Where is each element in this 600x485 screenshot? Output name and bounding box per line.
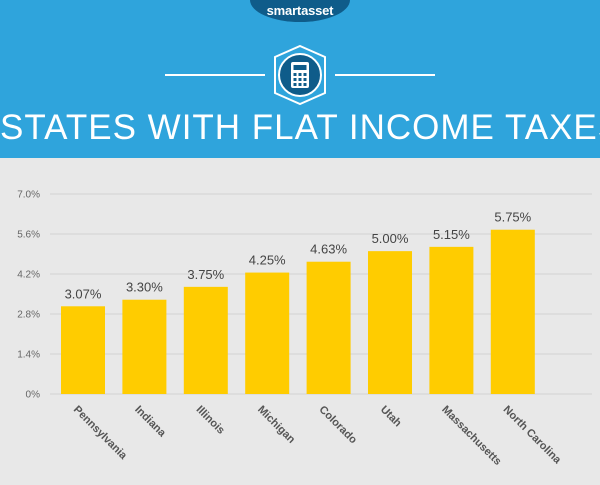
x-tick-label: Massachusetts (439, 404, 503, 468)
bar (245, 272, 290, 394)
x-tick-label: Illinois (194, 404, 227, 437)
brand-logo: smartasset (266, 3, 334, 18)
y-tick-label: 0% (26, 390, 41, 401)
bar (122, 299, 167, 394)
data-label: 4.63% (310, 242, 347, 257)
y-tick-label: 5.6% (17, 230, 40, 241)
bar-chart: 0% 1.4% 2.8% 4.2% 5.6% 7.0% 3.07% 3.30% 3.75% 4.… (17, 190, 592, 468)
data-label: 3.30% (126, 280, 163, 295)
y-tick-label: 4.2% (17, 270, 40, 281)
data-label: 4.25% (249, 253, 286, 268)
x-tick-label: Utah (378, 404, 404, 430)
y-tick-label: 2.8% (17, 310, 40, 321)
calculator-icon (274, 45, 326, 105)
x-tick-label: Indiana (132, 404, 168, 440)
chart-title: STATES WITH FLAT INCOME TAXES (0, 108, 600, 147)
bar (490, 229, 535, 394)
y-axis-ticks: 0% 1.4% 2.8% 4.2% 5.6% 7.0% (17, 190, 40, 401)
bar (183, 286, 228, 394)
category-labels: Pennsylvania Indiana Illinois Michigan Color… (71, 404, 564, 468)
bar (306, 261, 351, 394)
x-tick-label: Michigan (255, 404, 297, 446)
data-label: 5.15% (433, 227, 470, 242)
x-tick-label: Colorado (316, 404, 359, 447)
title-rule-right (335, 74, 435, 76)
data-label: 3.07% (65, 286, 102, 301)
bar (61, 306, 105, 394)
y-tick-label: 7.0% (17, 190, 40, 201)
title-rule-left (165, 74, 265, 76)
value-labels: 3.07% 3.30% 3.75% 4.25% 4.63% 5.00% 5.15% 5.75% (65, 210, 532, 302)
data-label: 5.75% (494, 210, 531, 225)
x-tick-label: Pennsylvania (71, 404, 130, 463)
brand-tab (250, 0, 350, 22)
bar (429, 246, 474, 394)
header-banner: smartasset STATES WITH FLAT INCOME TAXES (0, 0, 600, 158)
data-label: 3.75% (187, 267, 224, 282)
y-tick-label: 1.4% (17, 350, 40, 361)
bars (61, 229, 535, 394)
bar (368, 251, 412, 394)
data-label: 5.00% (372, 231, 409, 246)
x-tick-label: North Carolina (501, 404, 564, 467)
